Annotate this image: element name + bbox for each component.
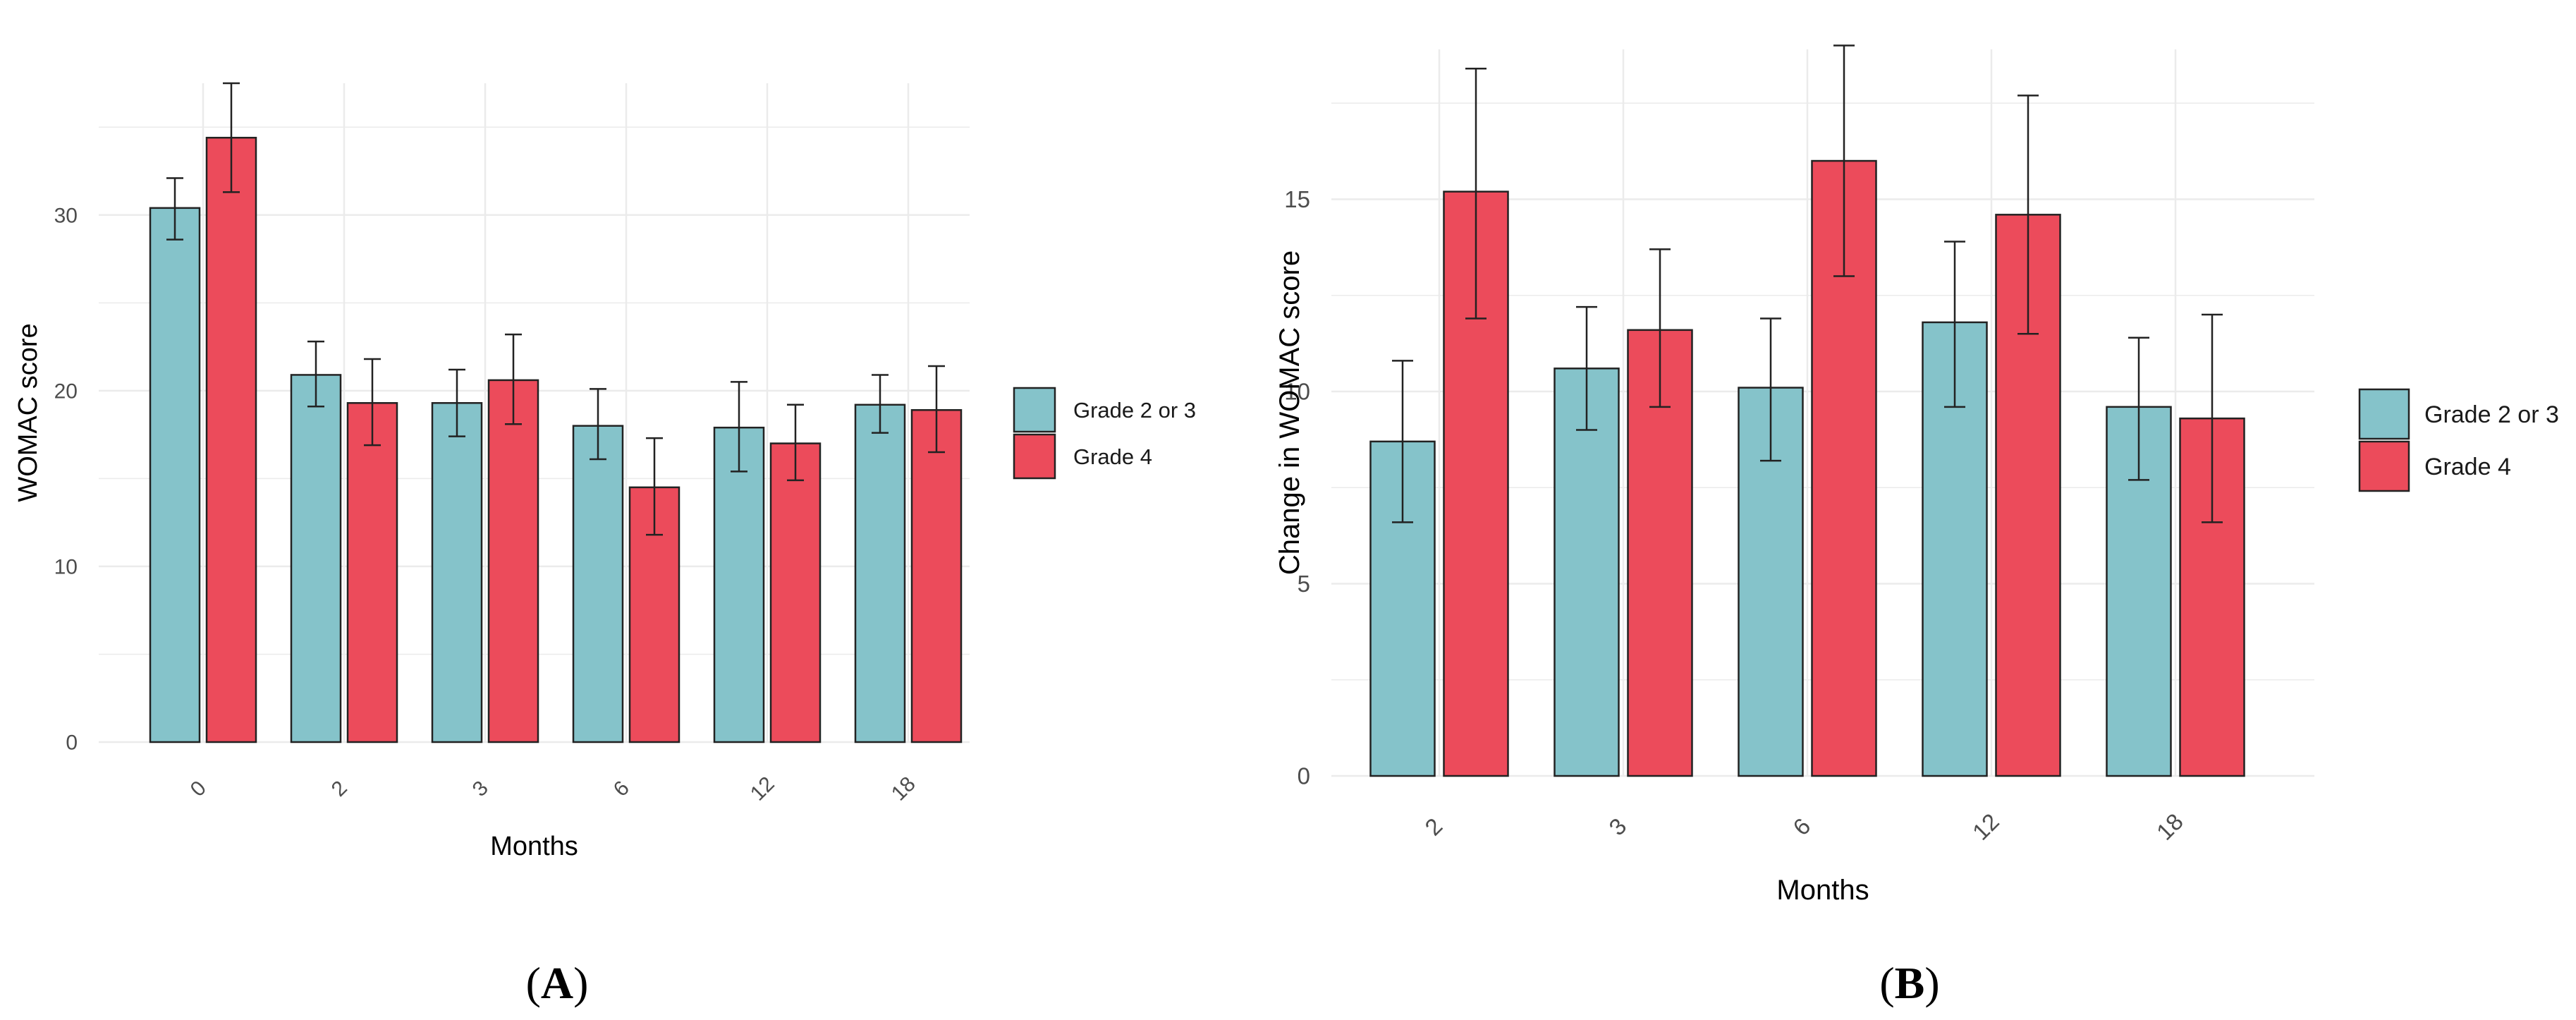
series-grade-2-or-3 [1369,241,2172,777]
legend-swatch-grade-2-or-3 [2358,388,2410,440]
error-bar [307,340,324,408]
series-grade-2-or-3 [149,177,906,743]
panel-label-open: ( [1879,958,1894,1008]
bar [431,402,483,743]
y-axis-title: WOMAC score [13,323,43,502]
x-tick-label: 12 [1967,808,2004,845]
error-bar [1465,67,1487,320]
panel-label-letter: B [1895,958,1925,1008]
error-bar [1944,241,1965,408]
y-tick-label: 0 [66,731,78,755]
panel-label-open: ( [526,958,541,1008]
x-tick-label: 12 [746,772,779,806]
legend-swatch-grade-4 [1013,433,1056,480]
panel-label-close: ) [1924,958,1939,1008]
x-tick-label: 3 [1604,813,1631,840]
legend: Grade 2 or 3 Grade 4 [1013,387,1196,480]
x-tick-label: 6 [609,777,634,801]
panel-label: (A) [526,958,589,1008]
error-bar [364,358,381,447]
x-tick-label: 18 [887,772,920,806]
series-grade-4 [1443,44,2245,777]
error-bar [2128,336,2149,481]
x-tick-label: 6 [1788,813,1815,840]
legend-label: Grade 2 or 3 [1073,398,1196,423]
series-grade-4 [205,82,963,743]
error-bar [2018,95,2039,335]
x-tick-label: 3 [468,777,493,801]
x-tick-label: 2 [1420,813,1447,840]
x-axis-title: Months [490,832,578,861]
error-bar [223,82,240,193]
bar [487,379,539,743]
y-tick-label: 5 [1298,571,1310,597]
error-bar [590,388,606,461]
chart-panel-b: 0 5 10 15 2 3 6 12 18 Months Change in WOMAC score… [1274,44,2559,1008]
y-tick-label: 15 [1284,186,1310,212]
x-axis-ticks: 0 2 3 6 12 18 [186,772,920,806]
error-bar [1649,248,1671,408]
error-bar [1833,44,1855,277]
x-tick-label: 2 [327,777,352,801]
error-bar [1576,305,1597,431]
error-bar [505,333,522,425]
panel-label-close: ) [573,958,588,1008]
bar [713,426,765,743]
error-bar [928,365,945,454]
legend-label: Grade 4 [2424,454,2511,480]
error-bar [1760,317,1781,462]
y-tick-label: 20 [54,380,78,403]
y-tick-label: 0 [1298,763,1310,789]
y-axis-ticks: 0 5 10 15 [1284,186,1310,789]
x-axis-title: Months [1776,875,1869,906]
x-tick-label: 18 [2151,808,2188,845]
bar [572,425,624,743]
legend-label: Grade 4 [1073,444,1152,469]
error-bar [1392,360,1413,523]
y-tick-label: 30 [54,204,78,227]
error-bar [872,374,889,434]
legend-swatch-grade-4 [2358,440,2410,492]
y-axis-title: Change in WOMAC score [1274,250,1305,575]
legend-label: Grade 2 or 3 [2424,401,2559,428]
panel-label: (B) [1879,958,1939,1008]
bar [346,402,398,743]
bar [290,374,342,743]
error-bar [787,403,804,482]
y-tick-label: 10 [54,555,78,578]
bar [149,207,201,743]
y-tick-label: 10 [1284,379,1310,405]
bar [854,403,906,743]
error-bar [166,177,183,241]
x-tick-label: 0 [186,777,211,801]
legend: Grade 2 or 3 Grade 4 [2358,388,2559,492]
panel-label-letter: A [541,958,573,1008]
bar [2106,406,2172,777]
error-bar [646,437,663,536]
legend-swatch-grade-2-or-3 [1013,387,1056,433]
bar [910,409,963,743]
error-bar [731,381,747,473]
bar [1553,368,1620,777]
error-bar [2202,313,2223,523]
y-axis-ticks: 0 10 20 30 [54,204,78,754]
bar [769,442,822,743]
error-bar [448,368,465,437]
x-axis-ticks: 2 3 6 12 18 [1420,808,2188,845]
bar [205,136,257,743]
chart-panel-a: 0 10 20 30 0 2 3 6 12 18 Months WOMAC score Grade 2 … [13,82,1196,1008]
